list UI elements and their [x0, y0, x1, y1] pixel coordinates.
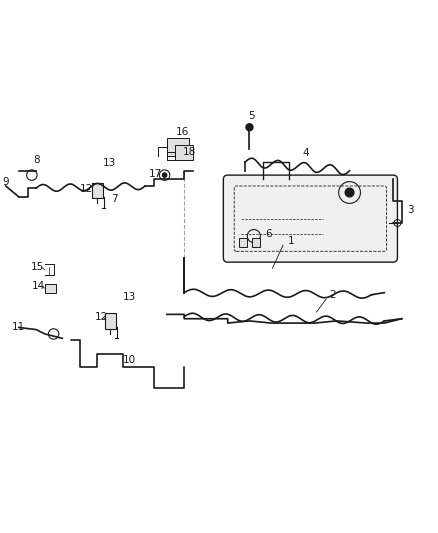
Text: 1: 1 — [287, 236, 294, 246]
Text: 14: 14 — [32, 281, 45, 291]
Text: 15: 15 — [31, 262, 44, 272]
Text: 8: 8 — [33, 155, 39, 165]
Text: 7: 7 — [111, 194, 118, 204]
Text: 18: 18 — [183, 148, 197, 157]
Circle shape — [246, 124, 253, 131]
Text: 11: 11 — [12, 322, 25, 333]
Text: 12: 12 — [80, 184, 93, 194]
Text: 13: 13 — [102, 158, 116, 168]
Text: 17: 17 — [148, 169, 162, 179]
Text: 4: 4 — [303, 148, 309, 158]
Bar — [45, 284, 56, 293]
Bar — [167, 138, 188, 156]
Text: 6: 6 — [266, 229, 272, 239]
Text: 13: 13 — [123, 292, 136, 302]
Text: 3: 3 — [407, 205, 414, 215]
Text: 5: 5 — [248, 111, 255, 122]
Circle shape — [162, 173, 167, 177]
FancyBboxPatch shape — [223, 175, 397, 262]
Bar — [252, 238, 260, 247]
Text: 10: 10 — [123, 355, 136, 365]
Circle shape — [345, 188, 354, 197]
Bar — [105, 313, 116, 328]
Bar — [176, 144, 193, 160]
Text: 12: 12 — [95, 312, 108, 321]
Text: 16: 16 — [175, 127, 189, 138]
Bar — [239, 238, 247, 247]
Text: 2: 2 — [329, 290, 336, 300]
Bar — [92, 183, 102, 198]
Text: 9: 9 — [3, 176, 9, 187]
